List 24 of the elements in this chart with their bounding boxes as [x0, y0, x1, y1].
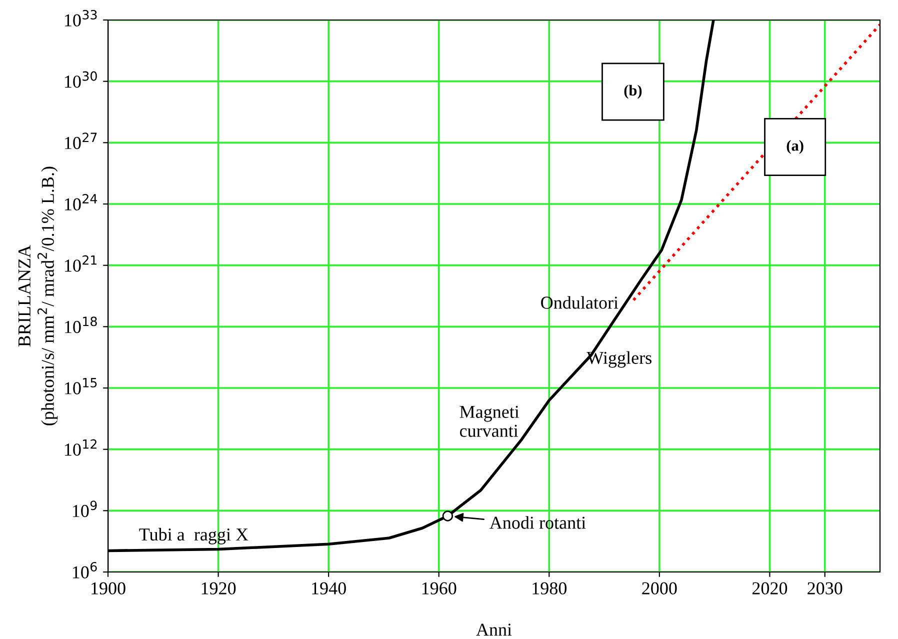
x-tick-label: 2030 — [808, 582, 842, 594]
x-tick-label: 1920 — [202, 582, 236, 594]
annotation: (a) — [786, 140, 804, 154]
x-axis-title: Anni — [476, 624, 512, 636]
y-tick-label: 10$^{33}$ — [65, 10, 97, 26]
y-tick-label: 10$^{18}$ — [65, 316, 97, 334]
y-axis-title: BRILLANZA (photoni/s/ mm$^{2}$/ mrad$^{2}$/0.1% L.B.) — [18, 166, 58, 426]
x-tick-label: 1940 — [312, 582, 346, 594]
y-tick-label: 10$^{24}$ — [65, 194, 98, 210]
x-tick-label: 1980 — [532, 582, 567, 594]
y-tick-label: 10$^{21}$ — [65, 255, 97, 272]
y-tick-label: 10$^{30}$ — [65, 71, 97, 88]
annotation: (b) — [624, 84, 642, 99]
x-tick-label: 2020 — [752, 582, 788, 594]
y-tick-label: 10$^{12}$ — [65, 439, 96, 456]
y-tick-label: 10$^{27}$ — [65, 132, 97, 150]
annotation: Wigglers — [586, 351, 652, 368]
annotation: Magneti curvanti — [460, 406, 520, 437]
y-tick-label: 10$^{9}$ — [72, 500, 97, 518]
x-tick-label: 1960 — [422, 582, 456, 594]
x-tick-label: 1900 — [92, 582, 126, 594]
y-tick-label: 10$^{6}$ — [72, 562, 97, 578]
x-tick-label: 2000 — [642, 582, 677, 594]
y-tick-label: 10$^{15}$ — [65, 378, 97, 394]
